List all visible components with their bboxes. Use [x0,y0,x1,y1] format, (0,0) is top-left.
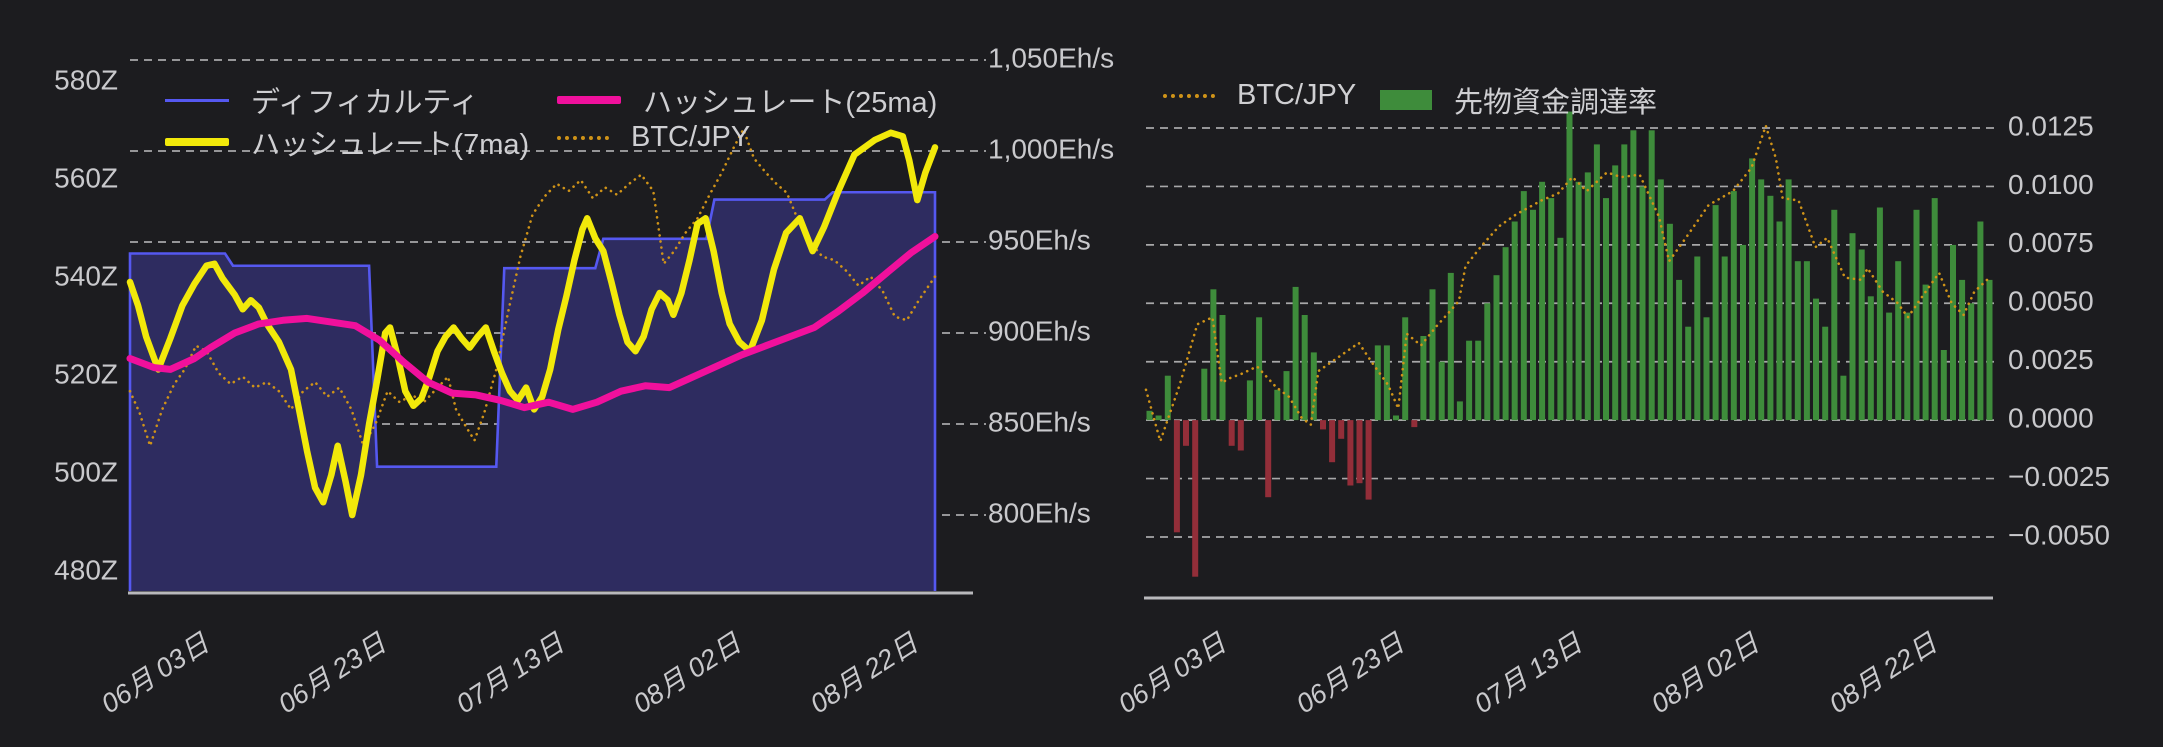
svg-text:06月 03日: 06月 03日 [1113,627,1232,719]
svg-text:900Eh/s: 900Eh/s [988,315,1091,346]
svg-text:06月 03日: 06月 03日 [96,627,215,719]
gridlines [1146,127,2000,538]
legend-label: ハッシュレート(25ma) [643,87,938,119]
hashrate-7ma-line [126,129,939,519]
svg-text:08月 02日: 08月 02日 [1646,627,1765,719]
legend-item-difficulty[interactable]: ディフィカルティ [165,79,479,121]
legend-label: BTC/JPY [631,121,751,153]
svg-text:0.0025: 0.0025 [2008,344,2094,375]
svg-text:520Z: 520Z [54,358,118,389]
svg-text:07月 13日: 07月 13日 [1469,627,1588,719]
legend-item-hashrate-25ma[interactable]: ハッシュレート(25ma) [557,79,937,121]
difficulty-line-swatch [165,98,229,102]
svg-text:08月 02日: 08月 02日 [628,627,747,719]
x-axis-lines [128,591,1993,600]
svg-text:0.0100: 0.0100 [2008,169,2094,200]
btcjpy-line-left [128,125,937,451]
svg-text:08月 22日: 08月 22日 [1824,627,1943,719]
svg-text:0.0050: 0.0050 [2008,286,2094,317]
svg-text:06月 23日: 06月 23日 [1291,627,1410,719]
svg-text:580Z: 580Z [54,64,118,95]
funding-rate-bars [1146,111,1993,577]
svg-text:−0.0050: −0.0050 [2008,519,2110,550]
legend-label: BTC/JPY [1237,79,1357,111]
svg-text:0.0000: 0.0000 [2008,403,2094,434]
legend-label: ディフィカルティ [251,87,479,119]
hashrate-25ma-line [126,233,939,413]
svg-text:850Eh/s: 850Eh/s [988,406,1091,437]
legend-item-funding-rate[interactable]: 先物資金調達率 [1380,79,1657,121]
svg-text:500Z: 500Z [54,456,118,487]
legend-label: 先物資金調達率 [1454,87,1658,119]
hashrate-25ma-line-swatch [557,96,621,104]
svg-text:06月 23日: 06月 23日 [273,627,392,719]
svg-text:07月 13日: 07月 13日 [451,627,570,719]
x-axis-labels: 06月 03日 06月 23日 07月 13日 08月 02日 08月 22日 06月 0… [96,627,1943,719]
difficulty-step-area [128,190,937,591]
svg-text:540Z: 540Z [54,260,118,291]
legend-item-hashrate-7ma[interactable]: ハッシュレート(7ma) [165,121,529,163]
funding-rate-bar-swatch [1380,90,1432,110]
svg-text:08月 22日: 08月 22日 [805,627,924,719]
legend-item-btcjpy-left[interactable]: BTC/JPY [557,121,750,154]
svg-text:0.0125: 0.0125 [2008,110,2094,141]
svg-text:560Z: 560Z [54,162,118,193]
svg-text:0.0075: 0.0075 [2008,227,2094,258]
svg-text:950Eh/s: 950Eh/s [988,224,1091,255]
btcjpy-dotted-swatch [1163,93,1215,98]
legend-item-btcjpy-right[interactable]: BTC/JPY [1163,79,1356,112]
y-axis-labels: 580Z 560Z 540Z 520Z 500Z 480Z 1,050Eh/s 1,000Eh… [54,42,2110,585]
svg-text:800Eh/s: 800Eh/s [988,497,1091,528]
svg-text:1,050Eh/s: 1,050Eh/s [988,42,1114,73]
legend-label: ハッシュレート(7ma) [251,129,530,161]
svg-text:480Z: 480Z [54,554,118,585]
svg-text:−0.0025: −0.0025 [2008,461,2110,492]
hashrate-7ma-line-swatch [165,138,229,146]
svg-text:1,000Eh/s: 1,000Eh/s [988,133,1114,164]
btcjpy-dotted-swatch [557,135,609,140]
